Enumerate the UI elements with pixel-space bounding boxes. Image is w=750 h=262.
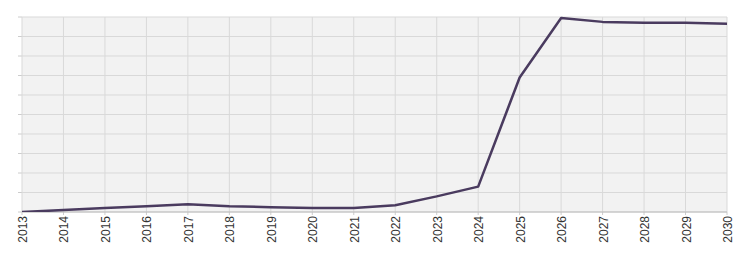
x-tick-label: 2030 [721, 216, 735, 243]
y-tick [18, 17, 22, 18]
x-tick-label: 2020 [306, 216, 320, 243]
y-grid-line [22, 75, 727, 76]
y-tick [18, 114, 22, 115]
x-tick-label: 2027 [597, 216, 611, 243]
y-tick [18, 134, 22, 135]
chart: 2013 2014 2015 2016 2017 2018 2019 2020 2021 2022… [0, 0, 750, 262]
x-tick-label: 2017 [182, 216, 196, 243]
y-grid-line [22, 192, 727, 193]
x-grid-line [395, 17, 396, 212]
y-tick [18, 173, 22, 174]
x-grid-line [187, 17, 188, 212]
y-grid-line [22, 212, 727, 213]
x-grid-line [270, 17, 271, 212]
y-tick [18, 153, 22, 154]
series-group [22, 18, 727, 212]
x-tick-label: 2014 [57, 216, 71, 243]
y-tick [18, 192, 22, 193]
x-tick-label: 2013 [16, 216, 30, 243]
y-tick [18, 95, 22, 96]
x-tick-label: 2021 [348, 216, 362, 243]
x-tick-label: 2022 [389, 216, 403, 243]
y-tick [18, 75, 22, 76]
x-grid-line [312, 17, 313, 212]
y-tick [18, 56, 22, 57]
x-grid-line [229, 17, 230, 212]
y-grid-line [22, 17, 727, 18]
plot-background [22, 17, 727, 212]
y-grid-line [22, 114, 727, 115]
x-tick-label: 2028 [638, 216, 652, 243]
y-grid-line [22, 173, 727, 174]
x-grid-line [644, 17, 645, 212]
y-grid-line [22, 153, 727, 154]
y-grid-line [22, 36, 727, 37]
x-grid-line [146, 17, 147, 212]
x-tick-label: 2025 [514, 216, 528, 243]
x-tick-label: 2015 [99, 216, 113, 243]
x-grid-line [685, 17, 686, 212]
x-tick-label: 2024 [472, 216, 486, 243]
y-tick [18, 36, 22, 37]
x-grid-line [561, 17, 562, 212]
x-grid-line [519, 17, 520, 212]
x-tick-label: 2019 [265, 216, 279, 243]
chart-container: 2013 2014 2015 2016 2017 2018 2019 2020 2021 2022… [0, 0, 750, 262]
y-grid-line [22, 95, 727, 96]
x-grid-line [104, 17, 105, 212]
x-grid-line [22, 17, 23, 212]
x-grid-line [63, 17, 64, 212]
x-tick-label: 2029 [680, 216, 694, 243]
x-grid-line [436, 17, 437, 212]
y-grid-line [22, 56, 727, 57]
x-grid-line [602, 17, 603, 212]
y-tick [18, 212, 22, 213]
x-grid-line [727, 17, 728, 212]
x-tick-label: 2023 [431, 216, 445, 243]
x-axis-line [22, 212, 727, 213]
x-grid-line [353, 17, 354, 212]
x-tick-label: 2018 [223, 216, 237, 243]
y-grid-line [22, 134, 727, 135]
x-tick-label: 2026 [555, 216, 569, 243]
x-tick-label: 2016 [140, 216, 154, 243]
line [22, 18, 727, 212]
